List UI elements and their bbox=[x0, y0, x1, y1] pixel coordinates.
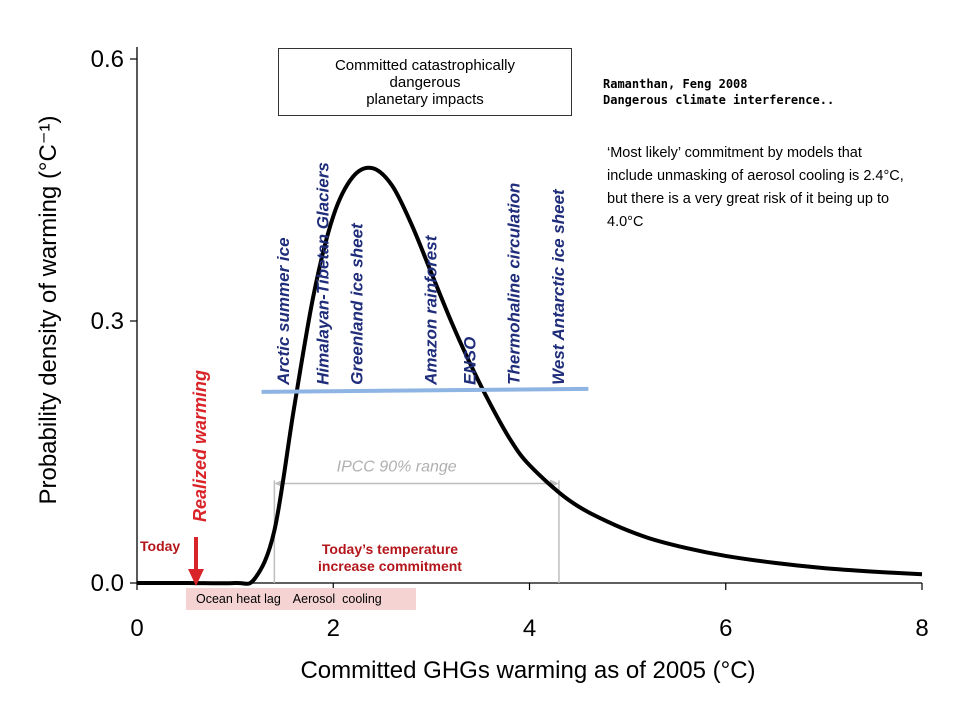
impacts-box-line-2: dangerous bbox=[389, 73, 461, 91]
today-arrow bbox=[188, 537, 204, 586]
citation: Ramanthan, Feng 2008 Dangerous climate i… bbox=[603, 76, 834, 108]
commitment-label: Today’s temperature increase commitment bbox=[290, 541, 490, 575]
marks: IPCC 90% range bbox=[137, 165, 923, 586]
citation-line-2: Dangerous climate interference.. bbox=[603, 93, 835, 107]
density-curve bbox=[137, 165, 923, 586]
commitment-label-line-2: increase commitment bbox=[318, 558, 462, 574]
tipping-point-label: Greenland ice sheet bbox=[348, 222, 367, 385]
tipping-point-label: Himalayan-Tibetan Glaciers bbox=[313, 162, 332, 385]
x-tick-label: 8 bbox=[915, 615, 928, 642]
tipping-point-label: Arctic summer ice bbox=[274, 237, 293, 385]
tipping-point-label: ENSO bbox=[461, 337, 480, 385]
x-axis-title: Committed GHGs warming as of 2005 (°C) bbox=[300, 657, 755, 684]
x-tick-label: 0 bbox=[130, 615, 143, 642]
x-tick-label: 6 bbox=[719, 615, 732, 642]
realized-warming-label: Realized warming bbox=[190, 370, 210, 522]
tipping-point-label: Amazon rainforest bbox=[421, 234, 440, 386]
commitment-note: ‘Most likely’ commitment by models that … bbox=[607, 145, 904, 230]
tipping-point-labels: Arctic summer ice Himalayan-Tibetan Glaci… bbox=[190, 162, 568, 522]
impacts-box-line-3: planetary impacts bbox=[366, 90, 484, 108]
tipping-point-label: West Antarctic ice sheet bbox=[549, 188, 568, 385]
x-tick-label: 4 bbox=[523, 615, 536, 642]
ipcc-range-label: IPCC 90% range bbox=[337, 458, 457, 475]
commitment-label-line-1: Today’s temperature bbox=[321, 541, 459, 557]
tipping-point-label: Thermohaline circulation bbox=[505, 183, 524, 385]
today-arrow-head bbox=[188, 569, 204, 586]
y-axis-title: Probability density of warming (°C⁻¹) bbox=[35, 115, 62, 504]
lag-labels: Ocean heat lag Aerosol cooling bbox=[186, 588, 416, 610]
aerosol-cooling-label: Aerosol cooling bbox=[292, 592, 382, 606]
tick-labels: 0 2 4 6 8 0.0 0.3 0.6 bbox=[91, 46, 929, 642]
x-tick-label: 2 bbox=[327, 615, 340, 642]
impacts-box-line-1: Committed catastrophically bbox=[334, 56, 516, 74]
y-tick-label: 0.6 bbox=[91, 46, 124, 73]
y-tick-label: 0.0 bbox=[91, 570, 124, 597]
ticks bbox=[130, 58, 923, 590]
today-label: Today bbox=[140, 538, 181, 554]
axes bbox=[136, 47, 922, 584]
tipping-line bbox=[261, 386, 589, 394]
citation-line-1: Ramanthan, Feng 2008 bbox=[603, 77, 748, 91]
ocean-heat-lag-label: Ocean heat lag bbox=[196, 592, 281, 606]
y-tick-label: 0.3 bbox=[91, 308, 124, 335]
impacts-box: Committed catastrophically dangerous pla… bbox=[278, 48, 572, 116]
